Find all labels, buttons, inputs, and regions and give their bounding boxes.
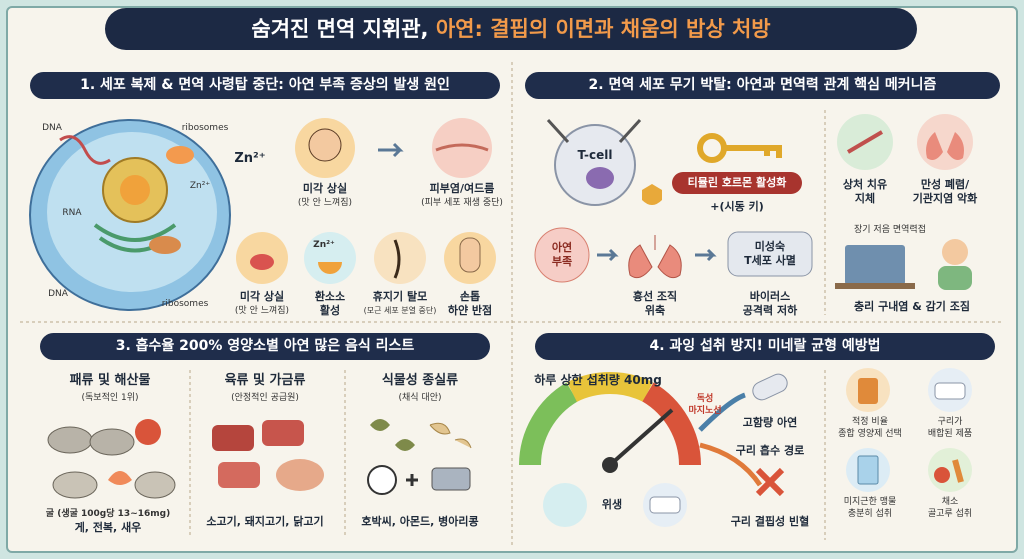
item-name: 피부염/여드름: [429, 182, 495, 195]
t-cell-illustration: [546, 118, 782, 206]
copper-step: 고함량 아연: [742, 416, 798, 429]
section-heading: 2. 면역 세포 무기 박탈: 아연과 면역력 관계 핵심 메커니즘: [525, 72, 1000, 99]
group-name: 육류 및 가금류: [224, 373, 306, 388]
diagram-label: ribosomes: [161, 299, 209, 309]
diagram-label: ribosomes: [181, 123, 229, 133]
item-name: 손톱 하얀 반점: [447, 290, 493, 317]
flow-step: 아연 부족: [551, 241, 573, 268]
prevention-icons: [846, 368, 972, 492]
tip: 미지근한 맹물 충분히 섭취: [843, 497, 897, 519]
limit-label: 하루 상한 섭취량 40mg: [534, 373, 662, 387]
cell-label: T-cell: [577, 148, 613, 162]
item-name: 휴지기 탈모: [372, 290, 428, 303]
section-heading: 3. 흡수율 200% 영양소별 아연 많은 음식 리스트: [40, 333, 490, 360]
long-term-effect: 충리 구내염 & 감기 조짐: [854, 300, 970, 313]
item-note: (모근 세포 분열 중단): [363, 306, 437, 315]
diagram-label: RNA: [62, 208, 82, 218]
diagram-label: DNA: [42, 123, 62, 133]
activation-label: 티뮬린 호르몬 활성화: [672, 172, 802, 194]
item-name: 환소소 활성: [314, 290, 346, 317]
group-note: (독보적인 1위): [81, 393, 139, 403]
effect: 상처 치유 지체: [842, 178, 888, 205]
diagram-label: DNA: [48, 289, 68, 299]
food-illustrations: [47, 419, 472, 499]
hygiene-label: 위생: [601, 498, 623, 511]
group-note: (채식 대안): [398, 393, 442, 403]
title-highlight: 아연: 결핍의 이면과 채움의 밥상 처방: [435, 17, 771, 41]
long-term-label: 장기 저음 면역력접: [854, 225, 926, 235]
flow-step: 미성숙 T세포 사멸: [744, 240, 796, 267]
item-note: (맛 안 느껴짐): [234, 306, 290, 316]
symptom-icons: [236, 118, 496, 284]
item-note: (피부 세포 재생 중단): [421, 198, 503, 208]
mechanism-flow: [534, 227, 813, 283]
toxic-label: 독성 마지노선: [688, 394, 722, 416]
food: 호박씨, 아몬드, 병아리콩: [361, 515, 479, 528]
effect: 만성 폐렴/ 기관지염 악화: [912, 178, 978, 205]
activation-note: +(시동 키): [710, 200, 764, 213]
tip: 구리가 배합된 제품: [927, 417, 973, 439]
icon-label: Zn²⁺: [313, 240, 335, 250]
copper-icons: [543, 373, 788, 527]
tip: 채소 골고루 섭취: [927, 497, 973, 519]
cell-illustration: [29, 119, 231, 311]
item-name: 미각 상실: [239, 290, 285, 303]
diagram-label: Zn²⁺: [189, 181, 211, 191]
title-main: 숨겨진 면역 지휘관,: [251, 17, 429, 41]
copper-step: 구리 결핍성 빈혈: [730, 515, 810, 528]
section-heading: 1. 세포 복제 & 면역 사령탑 중단: 아연 부족 증상의 발생 원인: [30, 72, 500, 99]
section-heading: 4. 과잉 섭취 방지! 미네랄 균형 예방법: [535, 333, 995, 360]
group-name: 식물성 종실류: [381, 373, 459, 388]
food: 소고기, 돼지고기, 닭고기: [206, 515, 324, 528]
tip: 적정 비율 종합 영양제 선택: [838, 417, 902, 439]
item-note: (맛 안 느껴짐): [297, 198, 353, 208]
copper-step: 구리 흡수 경로: [735, 444, 805, 457]
item-name: 미각 상실: [302, 182, 348, 195]
group-note: (안정적인 공급원): [231, 393, 299, 403]
food: 굴 (생굴 100g당 13~16mg): [45, 509, 171, 519]
diagram-label: Zn²⁺: [234, 151, 266, 166]
food: 게, 전복, 새우: [74, 521, 142, 534]
side-icons: [835, 114, 973, 290]
flow-step: 바이러스 공격력 저하: [742, 290, 798, 317]
gauge: [519, 372, 763, 487]
flow-step: 흉선 조직 위축: [632, 290, 678, 317]
group-name: 패류 및 해산물: [69, 373, 151, 388]
title: 숨겨진 면역 지휘관, 아연: 결핍의 이면과 채움의 밥상 처방: [105, 8, 917, 50]
